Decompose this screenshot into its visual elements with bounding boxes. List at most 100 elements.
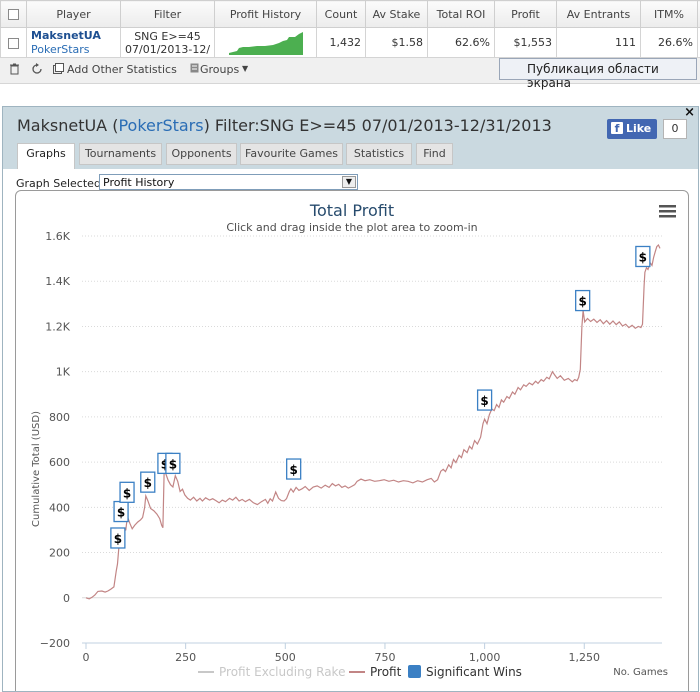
x-tick-label: 1,000 (469, 651, 501, 664)
significant-win-flag: $ (140, 471, 156, 493)
legend-item-significant-wins[interactable]: Significant Wins (408, 665, 522, 679)
y-tick-label: 400 (49, 501, 70, 514)
profit-sparkline[interactable] (228, 31, 303, 55)
groups-icon[interactable] (190, 63, 199, 76)
significant-win-flag: $ (110, 527, 126, 549)
significant-win-flag: $ (575, 289, 591, 312)
tab-graphs[interactable]: Graphs (17, 143, 75, 169)
popup-site-link[interactable]: PokerStars (118, 116, 204, 135)
dollar-icon: $ (114, 532, 122, 546)
filter-line-1: SNG E>=45 (134, 29, 201, 43)
dollar-icon: $ (123, 486, 131, 500)
legend-label-excluding-rake: Profit Excluding Rake (219, 665, 345, 679)
col-header-player[interactable]: Player (26, 0, 121, 28)
y-tick-label: 0 (63, 592, 70, 605)
add-stats-icon[interactable] (53, 63, 64, 77)
significant-win-flag: $ (476, 389, 493, 411)
chevron-down-icon[interactable]: ▼ (242, 64, 249, 73)
graph-select-value: Profit History (103, 176, 175, 189)
tab-find[interactable]: Find (416, 143, 453, 165)
dollar-icon: $ (169, 457, 177, 471)
popup-player-name: MaksnetUA (17, 116, 108, 135)
legend-item-profit[interactable]: Profit (349, 665, 402, 679)
chart-title: Total Profit (309, 201, 394, 220)
col-header-filter[interactable]: Filter (120, 0, 215, 28)
close-icon[interactable]: × (684, 106, 695, 120)
chart-container[interactable]: Total Profit Click and drag inside the p… (15, 190, 689, 692)
player-site-link[interactable]: PokerStars (31, 42, 90, 56)
col-header-av-stake[interactable]: Av Stake (365, 0, 428, 28)
significant-win-flag: $ (113, 500, 129, 523)
dollar-icon: $ (144, 476, 152, 490)
significant-win-flag: $ (119, 481, 135, 503)
player-name-link[interactable]: MaksnetUA (31, 28, 101, 42)
x-axis-label: No. Games (613, 667, 668, 678)
y-tick-label: 800 (49, 411, 70, 424)
significant-win-box (110, 527, 126, 549)
dollar-icon: $ (161, 457, 169, 471)
col-header-profit[interactable]: Profit (494, 0, 557, 28)
tab-opponents[interactable]: Opponents (166, 143, 237, 165)
col-header-count[interactable]: Count (316, 0, 366, 28)
y-tick-label: 1.6K (45, 230, 70, 243)
significant-win-box (286, 458, 302, 480)
significant-win-box (119, 481, 135, 503)
tab-tournaments[interactable]: Tournaments (79, 143, 162, 165)
player-graph-popup: MaksnetUA (PokerStars) Filter:SNG E>=45 … (2, 106, 699, 692)
av-entrants-cell: 111 (556, 27, 641, 58)
graph-selected-label: Graph Selected: (16, 177, 105, 190)
tab-statistics[interactable]: Statistics (346, 143, 412, 165)
x-tick-label: 500 (275, 651, 296, 664)
facebook-like-label: Like (626, 122, 652, 135)
col-header-total-roi[interactable]: Total ROI (427, 0, 495, 28)
dollar-icon: $ (639, 250, 647, 264)
col-header-profit-history[interactable]: Profit History (214, 0, 317, 28)
legend-item-excluding-rake[interactable]: Profit Excluding Rake (198, 665, 345, 679)
x-tick-label: 1,250 (569, 651, 601, 664)
popup-filter-text: Filter:SNG E>=45 07/01/2013-12/31/2013 (214, 116, 552, 135)
facebook-like-button[interactable]: f Like (607, 119, 657, 139)
y-tick-label: 1K (56, 366, 71, 379)
col-header-av-entrants[interactable]: Av Entrants (556, 0, 641, 28)
x-axis-ticks: 0 250 500 750 1,000 1,250 (82, 643, 600, 664)
significant-win-flag: $ (165, 452, 181, 475)
select-all-checkbox[interactable] (0, 0, 27, 28)
table-row[interactable]: MaksnetUA PokerStars SNG E>=45 07/01/201… (0, 27, 700, 58)
x-tick-label: 250 (175, 651, 196, 664)
legend-label-significant-wins: Significant Wins (426, 665, 522, 679)
dollar-icon: $ (578, 295, 586, 309)
graph-select-dropdown[interactable]: Profit History ▼ (99, 174, 358, 190)
y-tick-label: 600 (49, 456, 70, 469)
dollar-icon: $ (117, 506, 125, 520)
chevron-down-icon[interactable]: ▼ (342, 176, 356, 188)
dollar-icon: $ (480, 394, 488, 408)
row-checkbox[interactable] (0, 27, 27, 58)
refresh-icon[interactable] (31, 63, 43, 78)
filter-cell: SNG E>=45 07/01/2013-12/ (120, 27, 215, 58)
profit-history-cell[interactable] (214, 27, 317, 58)
player-cell: MaksnetUA PokerStars (26, 27, 121, 58)
profit-chart[interactable]: Total Profit Click and drag inside the p… (16, 191, 688, 692)
tab-favourite-games[interactable]: Favourite Games (240, 143, 343, 165)
significant-wins-markers: $$$$$ $ $$$$ (110, 245, 651, 549)
grid-lines (82, 235, 662, 644)
chart-legend: Profit Excluding Rake Profit Significant… (198, 665, 522, 679)
legend-label-profit: Profit (370, 665, 402, 679)
significant-win-box (575, 289, 591, 312)
stats-table: Player Filter Profit History Count Av St… (0, 0, 700, 58)
profit-cell: $1,553 (494, 27, 557, 58)
significant-win-box (165, 452, 181, 475)
total-roi-cell: 62.6% (427, 27, 495, 58)
trash-icon[interactable] (9, 63, 20, 78)
groups-dropdown[interactable]: Groups (200, 63, 240, 76)
x-tick-label: 750 (374, 651, 395, 664)
menu-icon[interactable] (659, 205, 676, 218)
screen-share-tooltip: Публикация области экрана (499, 58, 697, 90)
profit-series-line (85, 243, 661, 600)
facebook-like-count: 0 (663, 119, 687, 139)
filter-line-2: 07/01/2013-12/ (125, 42, 211, 56)
add-other-statistics-button[interactable]: Add Other Statistics (67, 63, 177, 76)
y-tick-label: 1.2K (45, 320, 70, 333)
col-header-itm[interactable]: ITM% (640, 0, 698, 28)
stats-header-row: Player Filter Profit History Count Av St… (0, 0, 700, 28)
